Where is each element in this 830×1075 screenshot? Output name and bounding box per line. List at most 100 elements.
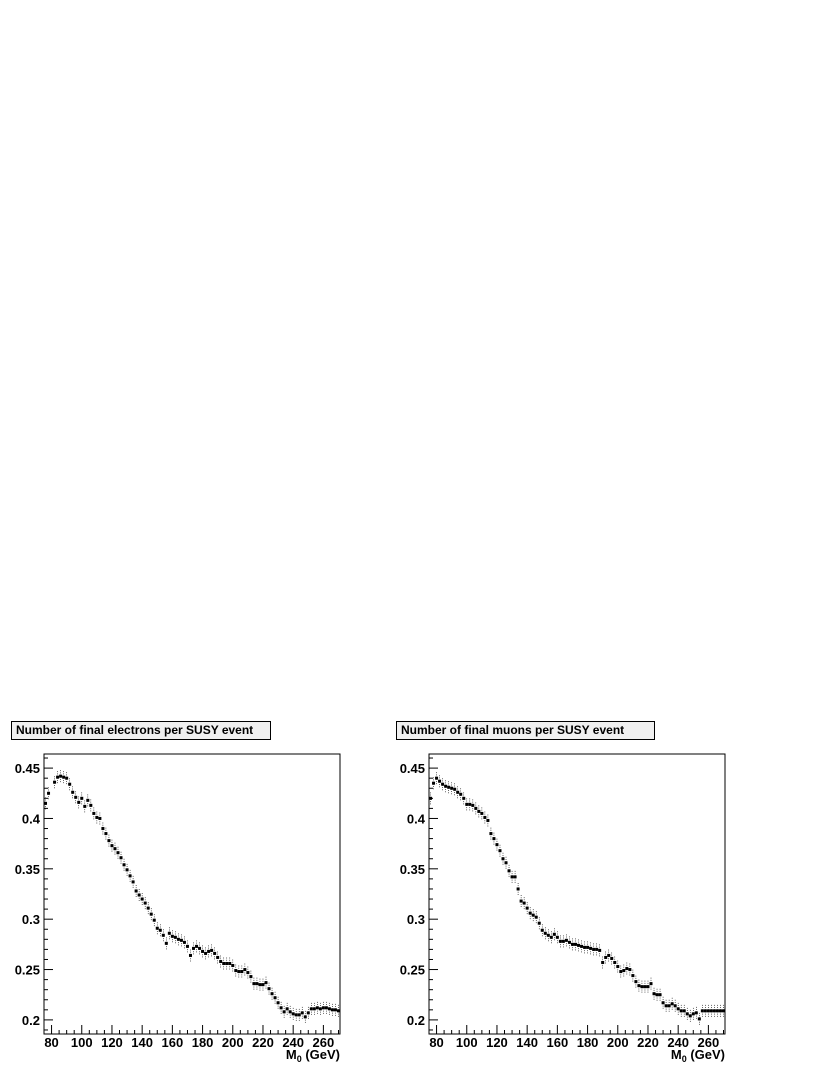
data-point xyxy=(306,1011,310,1015)
x-tick-label: 260 xyxy=(313,1035,335,1050)
data-point xyxy=(634,980,638,984)
data-point xyxy=(483,815,487,819)
data-point xyxy=(492,837,496,841)
data-point xyxy=(216,955,220,959)
data-point xyxy=(646,985,650,989)
data-point xyxy=(604,955,608,959)
data-point xyxy=(715,1009,719,1013)
data-point xyxy=(516,887,520,891)
data-point xyxy=(498,849,502,853)
y-tick-label: 0.35 xyxy=(15,862,40,877)
data-point xyxy=(649,982,653,986)
data-point xyxy=(137,893,141,897)
y-tick-label: 0.4 xyxy=(22,811,41,826)
y-tick-label: 0.2 xyxy=(407,1013,425,1028)
data-point xyxy=(658,993,662,997)
data-point xyxy=(676,1007,680,1011)
data-point xyxy=(459,792,463,796)
data-point xyxy=(225,961,229,965)
data-point xyxy=(246,971,250,975)
data-point xyxy=(164,941,168,945)
x-tick-label: 220 xyxy=(252,1035,274,1050)
data-point xyxy=(98,816,102,820)
data-point xyxy=(432,781,436,785)
data-point xyxy=(628,968,632,972)
data-point xyxy=(113,847,117,851)
data-point xyxy=(622,969,626,973)
data-point xyxy=(471,803,475,807)
data-point xyxy=(249,975,253,979)
data-point xyxy=(152,918,156,922)
data-point xyxy=(122,863,126,867)
x-tick-label: 100 xyxy=(71,1035,93,1050)
data-point xyxy=(453,787,457,791)
y-tick-label: 0.45 xyxy=(15,761,40,776)
data-point xyxy=(519,899,523,903)
data-point xyxy=(610,956,614,960)
data-point xyxy=(62,775,66,779)
data-point xyxy=(185,944,189,948)
data-point xyxy=(201,949,205,953)
data-point xyxy=(291,1012,295,1016)
data-point xyxy=(273,996,277,1000)
data-point xyxy=(607,953,611,957)
data-point xyxy=(631,974,635,978)
data-point xyxy=(456,790,460,794)
data-point xyxy=(549,935,553,939)
data-point xyxy=(231,964,235,968)
data-point xyxy=(712,1009,716,1013)
data-point xyxy=(438,779,442,783)
data-point xyxy=(318,1007,322,1011)
data-point xyxy=(655,993,659,997)
data-point xyxy=(546,933,550,937)
x-tick-label: 140 xyxy=(516,1035,538,1050)
data-point xyxy=(673,1004,677,1008)
data-point xyxy=(107,839,111,843)
data-point xyxy=(89,803,93,807)
data-point xyxy=(297,1013,301,1017)
data-point xyxy=(528,911,532,915)
data-point xyxy=(128,874,132,878)
data-point xyxy=(531,913,535,917)
data-point xyxy=(583,945,587,949)
data-point xyxy=(324,1006,328,1010)
x-tick-label: 100 xyxy=(456,1035,478,1050)
data-point xyxy=(53,780,57,784)
electrons-chart: 0.2 0.25 0.3 0.35 0.4 0.45 80 100 120 140 160 180 20… xyxy=(15,753,341,1064)
data-point xyxy=(243,968,247,972)
chart-title: Number of final muons per SUSY event xyxy=(396,721,655,740)
data-point xyxy=(589,946,593,950)
data-point xyxy=(706,1009,710,1013)
x-tick-label: 220 xyxy=(637,1035,659,1050)
data-point xyxy=(222,961,226,965)
data-point xyxy=(303,1015,307,1019)
data-point xyxy=(643,985,647,989)
x-tick-label: 80 xyxy=(44,1035,58,1050)
data-point xyxy=(95,815,99,819)
data-point xyxy=(170,934,174,938)
data-point xyxy=(447,785,451,789)
x-axis-title: M0 (GeV) xyxy=(671,1047,725,1064)
x-tick-label: 240 xyxy=(667,1035,689,1050)
x-tick-label: 120 xyxy=(486,1035,508,1050)
data-point xyxy=(125,868,129,872)
data-point xyxy=(495,843,499,847)
data-point xyxy=(721,1009,725,1013)
data-point xyxy=(261,983,265,987)
data-point xyxy=(116,851,120,855)
data-point xyxy=(134,889,138,893)
data-point xyxy=(601,960,605,964)
data-point xyxy=(279,1006,283,1010)
data-point xyxy=(294,1013,298,1017)
data-point xyxy=(65,776,69,780)
data-point xyxy=(264,981,268,985)
data-point xyxy=(131,880,135,884)
data-point xyxy=(501,857,505,861)
y-tick-label: 0.25 xyxy=(15,963,40,978)
data-point xyxy=(570,942,574,946)
x-tick-label: 260 xyxy=(698,1035,720,1050)
data-point xyxy=(486,818,490,822)
data-point xyxy=(104,832,108,836)
data-point xyxy=(616,965,620,969)
x-tick-label: 140 xyxy=(131,1035,153,1050)
